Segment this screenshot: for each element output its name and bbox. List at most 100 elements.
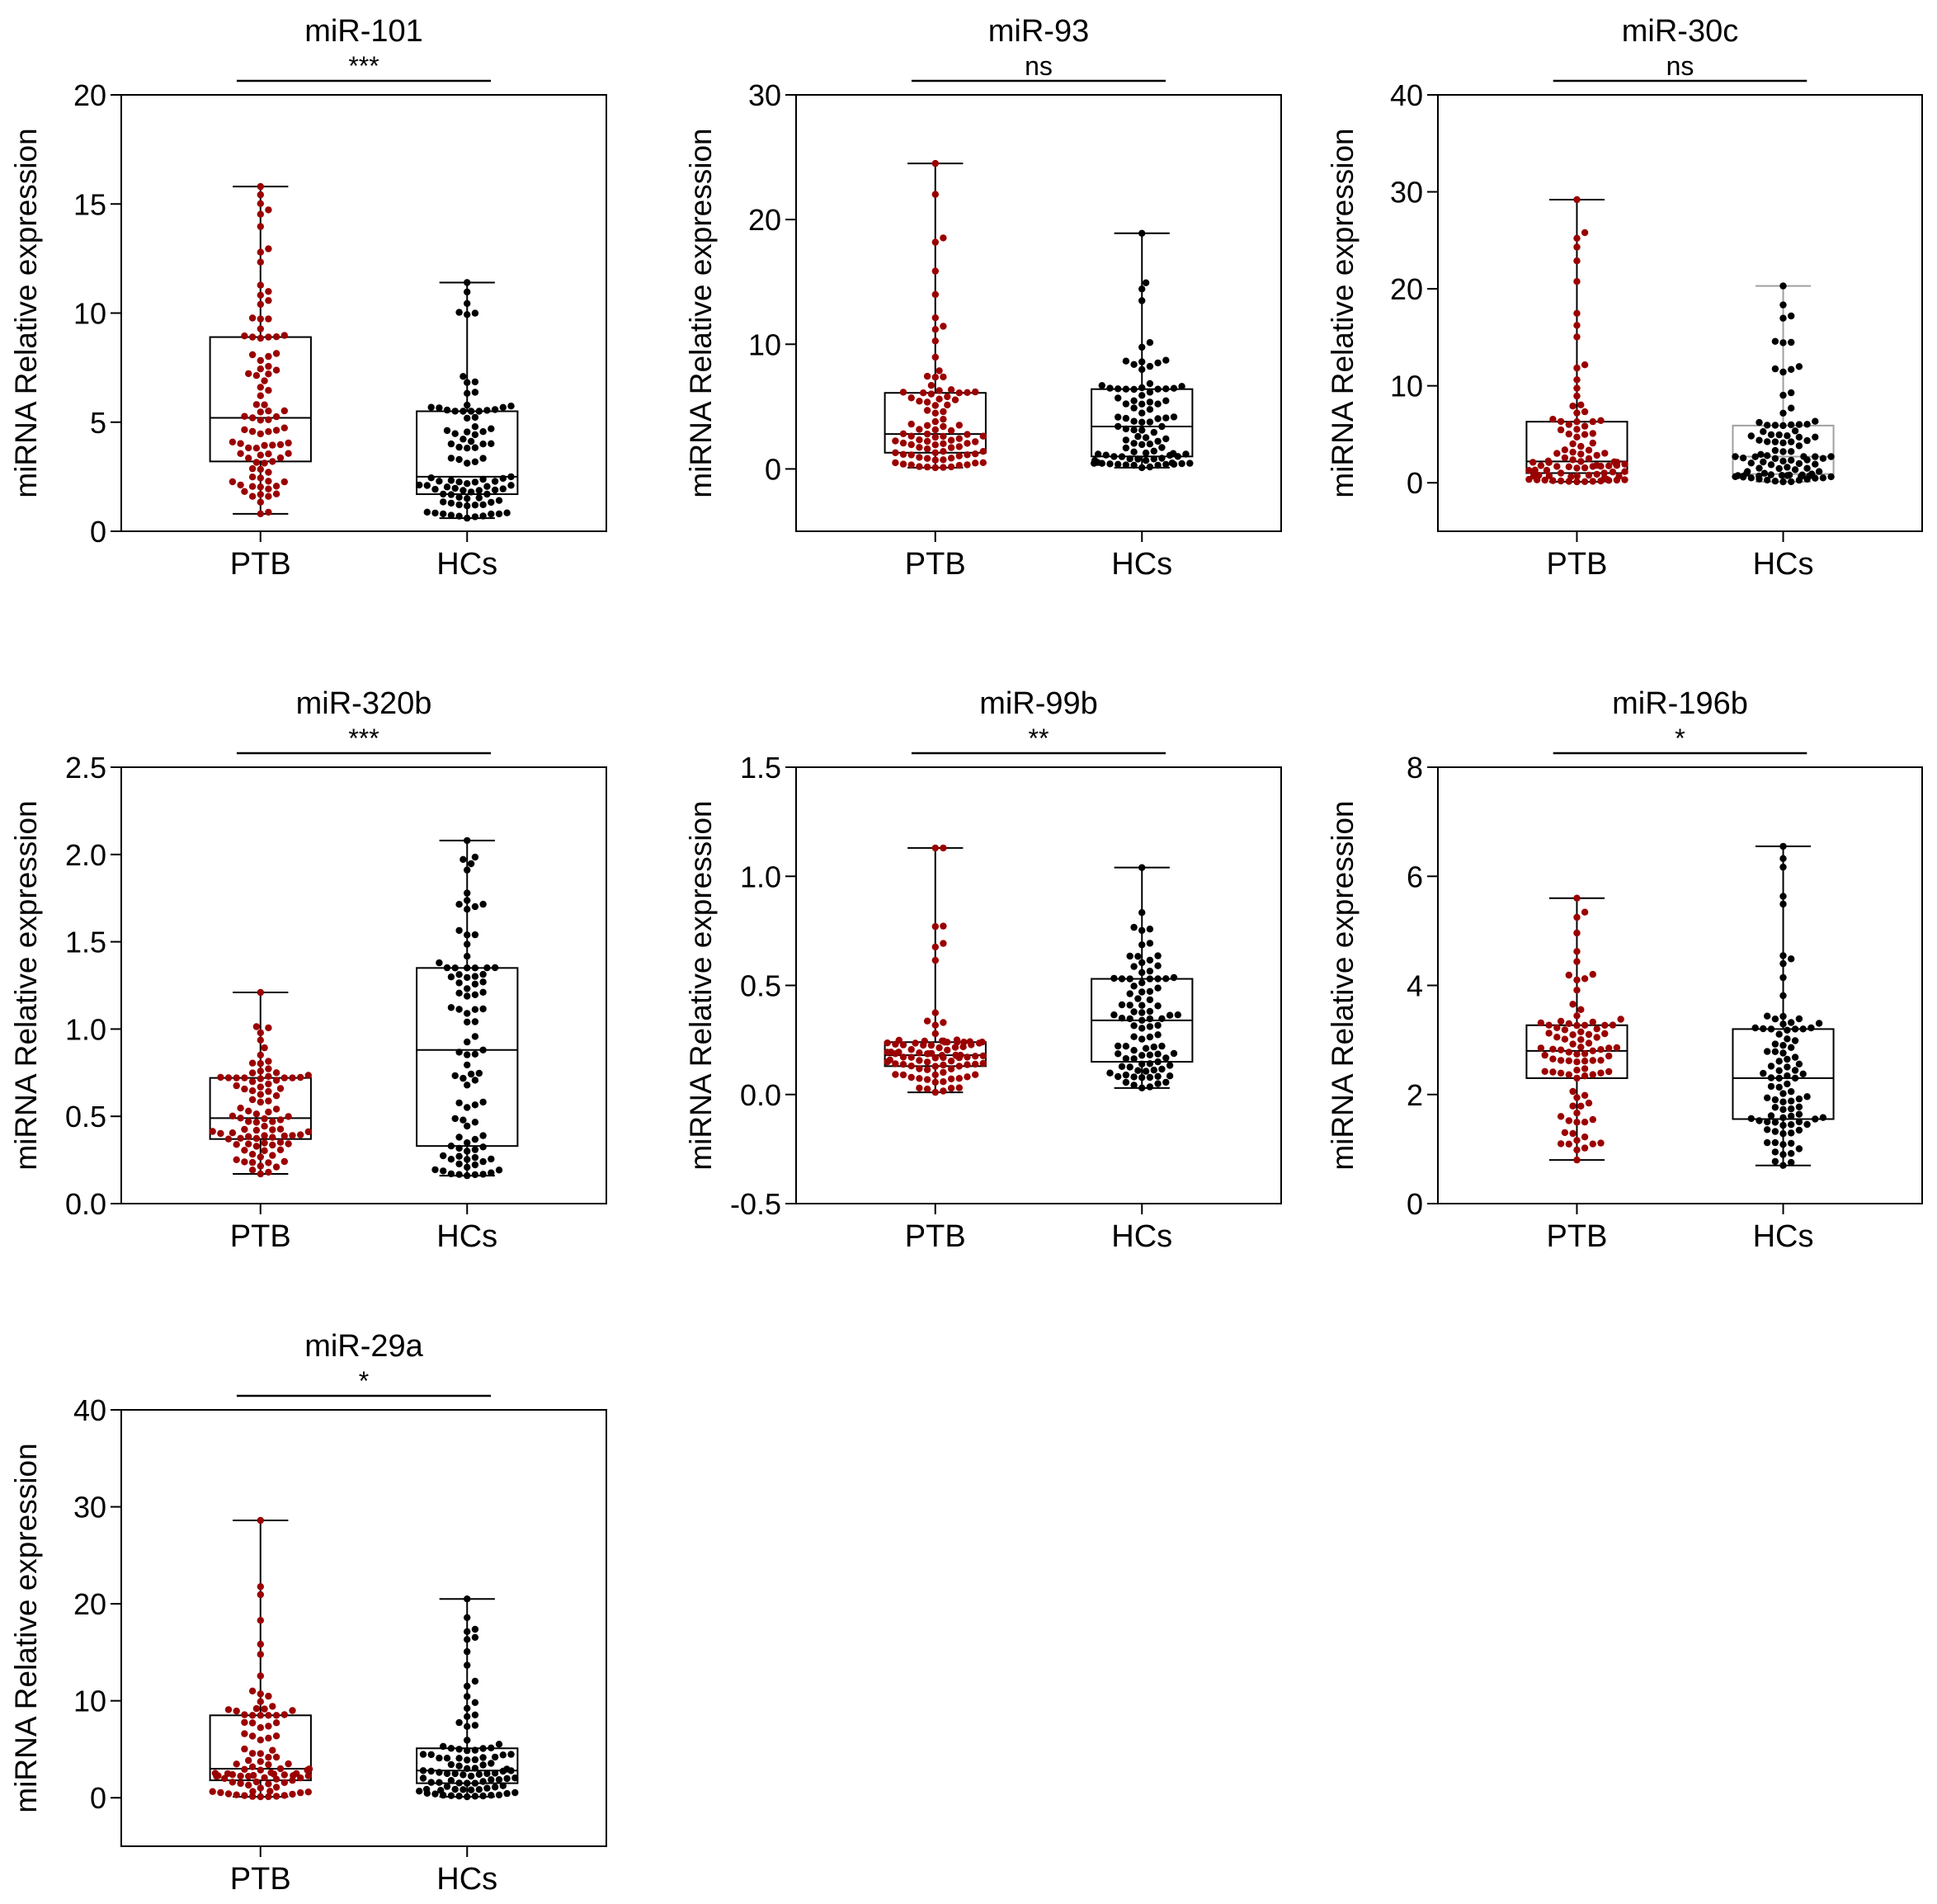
data-point (464, 931, 470, 938)
data-point (1130, 1022, 1137, 1029)
data-point (464, 1747, 470, 1754)
data-point (932, 434, 939, 441)
data-point (492, 406, 498, 412)
data-point (924, 1018, 931, 1025)
data-point (464, 974, 470, 981)
data-point (1779, 893, 1786, 899)
data-point (1130, 1034, 1137, 1040)
data-point (257, 511, 264, 517)
data-point (472, 981, 478, 987)
data-point (488, 1170, 494, 1176)
data-point (1154, 1058, 1161, 1065)
data-point (269, 1703, 276, 1709)
data-point (1577, 443, 1584, 450)
box-PTB (1526, 895, 1627, 1164)
data-point (1573, 393, 1580, 399)
x-tick-label: HCs (436, 1219, 497, 1254)
data-point (1562, 1026, 1568, 1033)
data-point (1171, 1050, 1177, 1057)
data-point (249, 1750, 256, 1756)
data-point (1820, 1115, 1826, 1121)
data-point (269, 1118, 276, 1124)
data-point (1796, 460, 1803, 467)
data-point (1158, 1016, 1165, 1022)
data-point (464, 1737, 470, 1743)
x-tick-label: PTB (905, 1219, 966, 1254)
data-point (1138, 344, 1145, 351)
data-point (932, 450, 939, 456)
y-tick-label: 1.0 (740, 860, 781, 893)
data-point (932, 160, 939, 167)
data-point (249, 1096, 256, 1103)
y-tick-label: 2 (1407, 1078, 1423, 1112)
data-point (455, 990, 462, 997)
data-point (1601, 1022, 1608, 1029)
chart-panel-miR-196b: miR-196b*02468miRNA Relative expressionP… (1326, 686, 1922, 1254)
data-point (1581, 464, 1588, 471)
data-point (1590, 430, 1596, 436)
data-point (464, 1595, 470, 1602)
data-point (1573, 1119, 1580, 1125)
data-point (1788, 438, 1794, 445)
data-point (464, 1123, 470, 1129)
data-point (1147, 968, 1153, 974)
data-point (273, 1719, 280, 1726)
data-point (464, 1793, 470, 1800)
data-point (249, 1732, 256, 1739)
data-point (1779, 1013, 1786, 1020)
y-tick-label: 1.5 (740, 751, 781, 785)
data-point (472, 513, 478, 520)
data-point (940, 940, 946, 946)
data-point (908, 451, 915, 458)
data-point (257, 499, 264, 506)
data-point (257, 1091, 264, 1098)
data-point (1115, 394, 1121, 401)
plot-frame (1438, 767, 1922, 1204)
data-point (1573, 1075, 1580, 1082)
data-point (257, 1751, 264, 1757)
data-point (448, 1761, 455, 1768)
data-point (455, 1719, 462, 1726)
data-point (1154, 963, 1161, 969)
data-point (476, 1771, 483, 1778)
data-point (1601, 450, 1608, 456)
data-point (932, 457, 939, 464)
box-iqr (210, 337, 311, 462)
data-point (892, 460, 898, 466)
data-point (455, 1763, 462, 1770)
data-point (455, 1746, 462, 1752)
data-point (940, 423, 946, 430)
data-point (936, 387, 942, 394)
data-point (257, 1784, 264, 1791)
data-point (1577, 1044, 1584, 1050)
data-point (1138, 285, 1145, 292)
data-point (940, 845, 946, 851)
data-point (436, 404, 442, 411)
data-point (1796, 1111, 1803, 1118)
data-point (464, 992, 470, 999)
data-point (932, 418, 939, 425)
data-point (488, 1745, 494, 1751)
data-point (936, 367, 942, 374)
data-point (472, 973, 478, 979)
data-point (472, 1626, 478, 1633)
data-point (1816, 468, 1822, 474)
data-point (257, 335, 264, 342)
data-point (261, 1115, 267, 1122)
y-tick-label: 30 (748, 78, 781, 112)
data-point (455, 513, 462, 520)
data-point (1154, 985, 1161, 992)
data-point (1171, 974, 1177, 981)
data-point (257, 483, 264, 490)
data-point (476, 1070, 483, 1077)
data-point (1162, 357, 1169, 364)
data-point (908, 1074, 915, 1081)
data-point (1147, 339, 1153, 346)
data-point (908, 1054, 915, 1061)
data-point (1130, 1082, 1137, 1088)
data-point (916, 1075, 922, 1082)
x-tick-label: HCs (1753, 547, 1814, 582)
data-point (257, 989, 264, 996)
data-point (924, 1058, 931, 1065)
data-point (1147, 1016, 1153, 1022)
